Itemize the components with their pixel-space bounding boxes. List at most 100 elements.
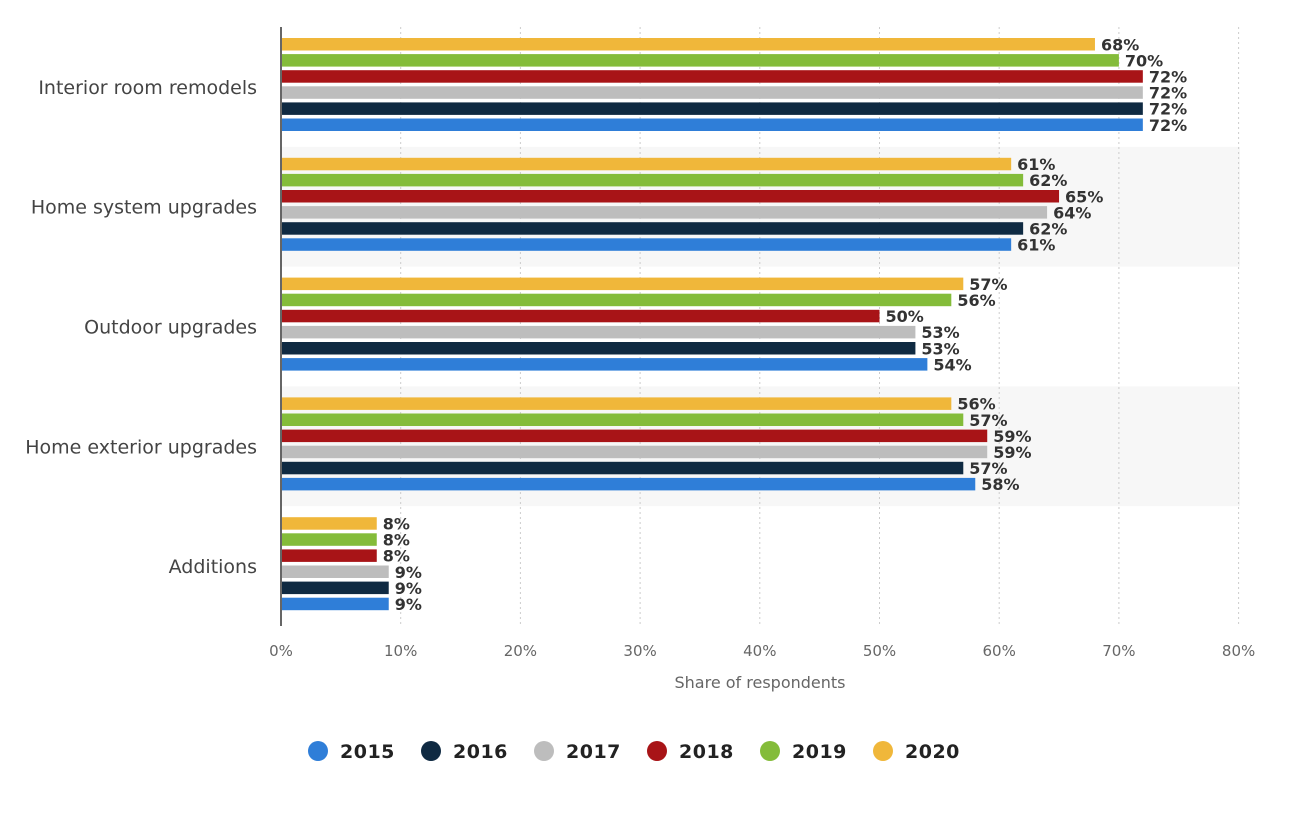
bar-value-label: 9%	[395, 595, 422, 614]
bar	[282, 118, 1143, 131]
category-label: Home system upgrades	[31, 197, 257, 219]
x-tick-label: 70%	[1102, 642, 1135, 660]
legend-item[interactable]: 2019	[760, 741, 847, 763]
bar-value-label: 53%	[921, 323, 959, 342]
bar	[282, 461, 964, 475]
bar-value-label: 72%	[1149, 67, 1187, 86]
bar-value-label: 8%	[383, 547, 410, 566]
bar	[282, 565, 389, 578]
bar-value-label: 65%	[1065, 187, 1103, 206]
bar	[282, 358, 928, 371]
x-tick-label: 0%	[269, 642, 293, 660]
bar-value-label: 57%	[969, 459, 1007, 478]
bar-value-label: 8%	[383, 514, 410, 533]
bar	[282, 86, 1143, 99]
value-axis-ticks: 0% 10% 20% 30% 40% 50% 60% 70% 80%	[269, 642, 1255, 660]
bar-value-label: 61%	[1017, 236, 1055, 255]
legend-label: 2020	[905, 741, 960, 763]
x-tick-label: 10%	[384, 642, 417, 660]
bar-value-label: 72%	[1149, 84, 1187, 103]
legend-marker	[421, 741, 441, 761]
legend-marker	[760, 741, 780, 761]
bar	[282, 54, 1119, 67]
bar-data-labels: 68%70%72%72%72%72%61%62%65%64%62%61%57%5…	[383, 35, 1187, 614]
legend-label: 2019	[792, 741, 847, 763]
bar-value-label: 53%	[921, 339, 959, 358]
bar	[282, 238, 1012, 251]
bar	[282, 190, 1060, 203]
legend-item[interactable]: 2020	[873, 741, 960, 763]
bar	[282, 597, 389, 611]
legend-marker	[308, 741, 328, 761]
bar-value-label: 62%	[1029, 219, 1067, 238]
bar	[282, 206, 1048, 219]
bar	[282, 517, 377, 530]
bar-value-label: 59%	[993, 427, 1031, 446]
category-axis-labels: Interior room remodels Home system upgrad…	[25, 77, 257, 578]
x-tick-label: 40%	[743, 642, 776, 660]
bar-value-label: 59%	[993, 443, 1031, 462]
bar	[282, 429, 988, 443]
bar	[282, 157, 1012, 171]
x-tick-label: 30%	[623, 642, 656, 660]
bar	[282, 533, 377, 546]
bar	[282, 549, 377, 562]
legend-marker	[873, 741, 893, 761]
bar	[282, 277, 964, 291]
bar	[282, 581, 389, 595]
legend-item[interactable]: 2015	[308, 741, 395, 763]
value-axis-title: Share of respondents	[674, 673, 845, 692]
bar-value-label: 58%	[981, 475, 1019, 494]
legend-label: 2017	[566, 741, 621, 763]
legend: 2015 2016 2017 2018 2019 2020	[308, 741, 960, 763]
legend-item[interactable]: 2016	[421, 741, 508, 763]
bar-value-label: 72%	[1149, 100, 1187, 119]
bar-series	[282, 38, 1143, 611]
category-label: Home exterior upgrades	[25, 436, 257, 458]
bar	[282, 342, 916, 355]
bar	[282, 173, 1024, 187]
bar	[282, 325, 916, 339]
bar	[282, 70, 1143, 83]
bar	[282, 222, 1024, 235]
bar-value-label: 56%	[957, 395, 995, 414]
bar	[282, 397, 952, 410]
bar-value-label: 70%	[1125, 51, 1163, 70]
bar	[282, 413, 964, 426]
bar-value-label: 62%	[1029, 171, 1067, 190]
legend-label: 2016	[453, 741, 508, 763]
category-label: Additions	[169, 556, 257, 578]
legend-marker	[534, 741, 554, 761]
bar	[282, 102, 1143, 115]
x-tick-label: 60%	[983, 642, 1016, 660]
bar-value-label: 54%	[933, 355, 971, 374]
bar	[282, 309, 880, 323]
bar-value-label: 9%	[395, 563, 422, 582]
bar-value-label: 72%	[1149, 116, 1187, 135]
legend-item[interactable]: 2018	[647, 741, 734, 763]
x-tick-label: 20%	[504, 642, 537, 660]
bar	[282, 38, 1095, 51]
x-tick-label: 80%	[1222, 642, 1255, 660]
bar	[282, 293, 952, 307]
bar-value-label: 64%	[1053, 203, 1091, 222]
category-label: Interior room remodels	[38, 77, 257, 99]
bar-value-label: 9%	[395, 579, 422, 598]
x-tick-label: 50%	[863, 642, 896, 660]
legend-marker	[647, 741, 667, 761]
bar	[282, 445, 988, 459]
bar	[282, 477, 976, 491]
bar-value-label: 68%	[1101, 35, 1139, 54]
bar-value-label: 50%	[886, 307, 924, 326]
bar-value-label: 61%	[1017, 155, 1055, 174]
bar-value-label: 57%	[969, 411, 1007, 430]
bar-value-label: 56%	[957, 291, 995, 310]
legend-item[interactable]: 2017	[534, 741, 621, 763]
category-label: Outdoor upgrades	[84, 317, 257, 339]
legend-label: 2015	[340, 741, 395, 763]
legend-label: 2018	[679, 741, 734, 763]
bar-value-label: 57%	[969, 275, 1007, 294]
bar-value-label: 8%	[383, 531, 410, 550]
